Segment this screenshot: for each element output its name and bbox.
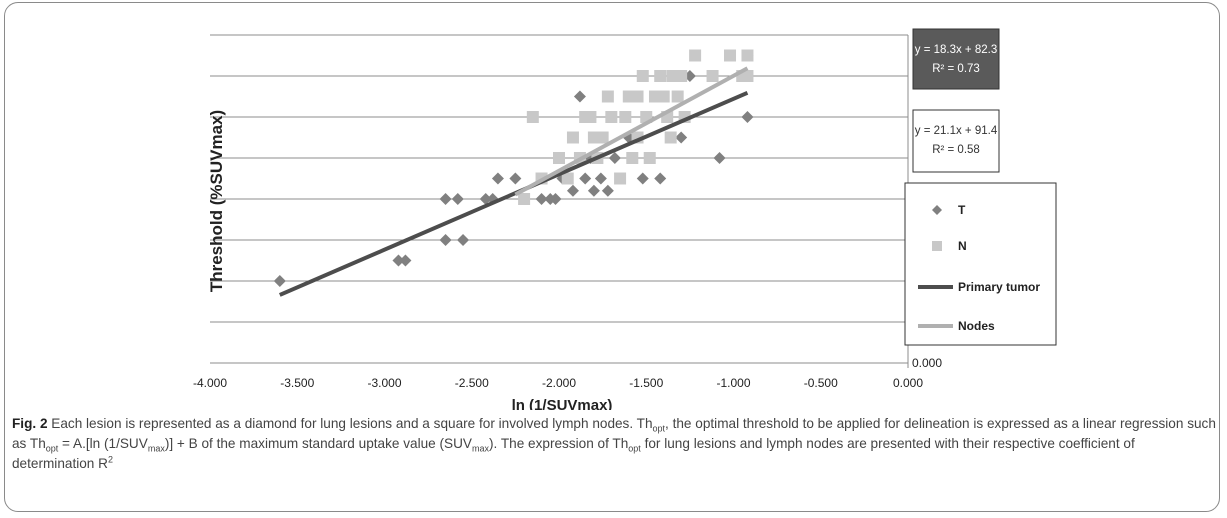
point-n <box>671 90 684 103</box>
point-t <box>579 172 592 185</box>
caption-sup-2: 2 <box>107 454 113 465</box>
point-t <box>608 152 621 164</box>
point-n <box>566 131 579 144</box>
point-t <box>594 172 607 185</box>
caption-sub-opt-3: opt <box>628 443 641 454</box>
point-t <box>509 172 522 185</box>
legend-box <box>904 182 1057 346</box>
equation-box <box>912 28 1000 90</box>
x-tick-label: -4.000 <box>193 376 227 390</box>
figure-caption: Fig. 2 Each lesion is represented as a d… <box>12 414 1217 474</box>
point-n <box>706 70 719 82</box>
caption-fig-label: Fig. 2 <box>12 416 48 431</box>
legend-label: Primary tumor <box>958 280 1040 294</box>
point-n <box>561 172 574 185</box>
point-t <box>713 152 726 164</box>
x-tick-label: -2.000 <box>542 376 576 390</box>
point-t <box>451 193 464 205</box>
caption-sub-max-2: max <box>471 443 489 454</box>
legend-label: Nodes <box>958 319 995 333</box>
point-n <box>596 131 609 144</box>
point-n <box>605 111 618 123</box>
y-axis-title: Threshold (%SUVmax) <box>207 110 226 292</box>
point-t <box>392 254 405 267</box>
r-squared-text: R² = 0.73 <box>932 63 980 75</box>
x-tick-label: 0.000 <box>893 376 923 390</box>
point-t <box>491 172 504 185</box>
caption-sub-opt-1: opt <box>652 423 666 434</box>
caption-text-6: for lung lesions and lymph nodes are pre… <box>12 436 1135 471</box>
x-axis-title: ln (1/SUVmax) <box>512 397 613 410</box>
point-t <box>587 184 600 197</box>
caption-text-4: )] + B of the maximum standard uptake va… <box>164 436 472 451</box>
x-tick-label: -3.500 <box>280 376 314 390</box>
legend-label: N <box>958 239 967 253</box>
caption-text-1: Each lesion is represented as a diamond … <box>47 416 653 431</box>
point-t <box>457 234 470 246</box>
point-t <box>273 275 286 287</box>
trendline-nodes <box>514 66 749 197</box>
figure-frame <box>4 2 1220 512</box>
legend-marker-diamond <box>932 205 942 215</box>
x-tick-label: -0.500 <box>804 376 838 390</box>
point-t <box>675 131 688 144</box>
point-n <box>654 70 667 82</box>
point-n <box>689 49 702 62</box>
point-n <box>631 90 644 103</box>
point-t <box>439 234 452 246</box>
x-tick-label: -1.500 <box>629 376 663 390</box>
caption-sub-opt-2: opt <box>45 443 59 454</box>
point-n <box>619 111 632 123</box>
legend-marker-square <box>932 241 942 251</box>
point-t <box>549 193 562 205</box>
caption-sub-max-1: max <box>147 443 165 454</box>
y-tick-label: 0.000 <box>912 356 942 370</box>
point-t <box>654 172 667 185</box>
point-n <box>601 90 614 103</box>
point-t <box>601 184 614 197</box>
equation-text: y = 18.3x + 82.3 <box>915 44 997 56</box>
point-t <box>573 90 586 103</box>
point-n <box>657 90 670 103</box>
scatter-chart: 0.00010.00020.00030.00040.00050.00060.00… <box>193 28 1057 410</box>
x-tick-label: -3.000 <box>367 376 401 390</box>
point-t <box>479 193 492 205</box>
point-t <box>399 254 412 267</box>
x-tick-label: -2.500 <box>455 376 489 390</box>
point-n <box>643 152 656 164</box>
point-n <box>526 111 539 123</box>
point-n <box>614 172 627 185</box>
point-n <box>553 152 565 164</box>
point-n <box>675 70 688 82</box>
point-n <box>518 193 531 205</box>
trendline-primary-tumor <box>279 90 749 297</box>
point-t <box>741 111 754 123</box>
point-n <box>741 70 754 82</box>
caption-text-5: ). The expression of Th <box>489 436 629 451</box>
caption-text-3: = A.[ln (1/SUV <box>58 436 148 451</box>
equation-text: y = 21.1x + 91.4 <box>915 125 998 137</box>
point-n <box>636 70 649 82</box>
legend-label: T <box>958 203 966 217</box>
point-n <box>664 131 677 144</box>
point-n <box>741 49 754 62</box>
point-t <box>439 193 452 205</box>
r-squared-text: R² = 0.58 <box>932 144 980 156</box>
point-t <box>535 193 548 205</box>
point-n <box>626 152 639 164</box>
point-t <box>566 184 579 197</box>
point-t <box>636 172 649 185</box>
point-n <box>724 49 737 62</box>
caption-text-2: , the optimal threshold to be applied fo… <box>12 416 1216 451</box>
point-n <box>584 111 597 123</box>
equation-box <box>912 109 1000 173</box>
x-tick-label: -1.000 <box>716 376 750 390</box>
